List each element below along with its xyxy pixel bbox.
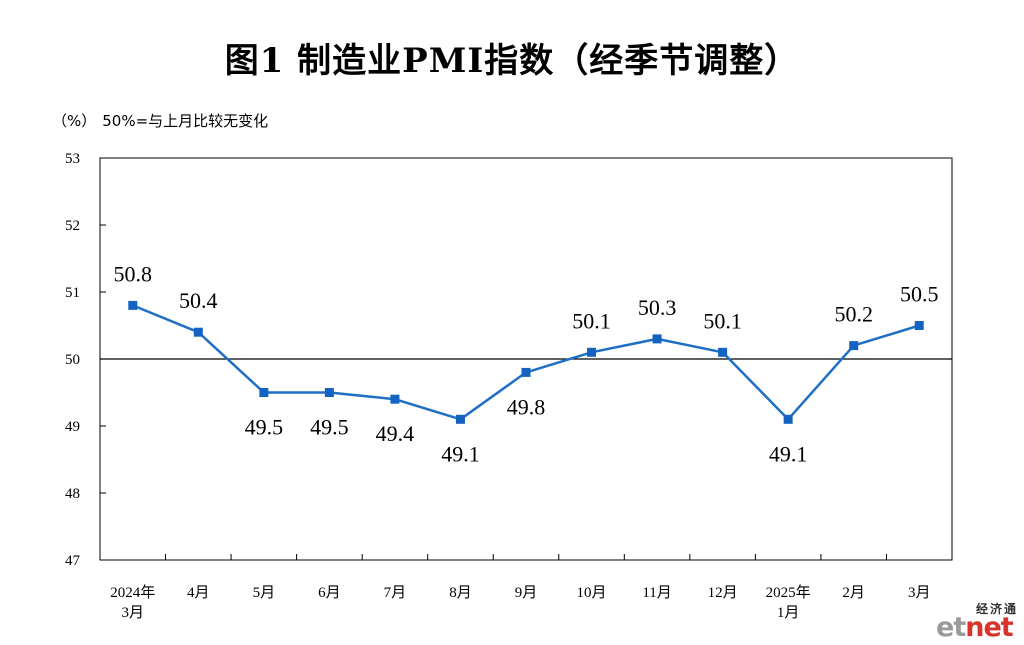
data-label: 50.4 — [179, 288, 218, 313]
reference-note: 50%=与上月比较无变化 — [102, 112, 269, 130]
unit-note: （%） 50%=与上月比较无变化 — [52, 110, 274, 131]
data-point-marker — [324, 388, 334, 397]
x-tick-label-line: 6月 — [318, 585, 341, 601]
data-point-marker — [783, 414, 793, 424]
x-tick-label-line: 10月 — [577, 585, 607, 601]
x-tick-label-line: 8月 — [449, 585, 472, 601]
data-label: 49.5 — [245, 415, 284, 440]
data-label: 49.5 — [310, 415, 349, 440]
x-tick-label-line: 11月 — [642, 585, 671, 601]
data-point-marker — [259, 388, 269, 397]
data-label: 50.1 — [572, 308, 611, 333]
x-tick-label: 4月 — [187, 585, 210, 601]
x-tick-label-line: 2月 — [842, 585, 865, 601]
x-tick-label-line: 5月 — [253, 585, 276, 601]
y-tick-label: 47 — [65, 553, 81, 569]
x-tick-label-line: 1月 — [777, 605, 800, 621]
x-tick-label: 10月 — [577, 585, 607, 601]
x-tick-label: 3月 — [908, 585, 931, 601]
x-tick-label: 5月 — [253, 585, 276, 601]
watermark-cn-text: 经济通 — [975, 602, 1018, 616]
x-tick-label: 8月 — [449, 585, 472, 601]
x-tick-label-line: 12月 — [708, 585, 738, 601]
y-tick-label: 50 — [65, 352, 80, 368]
x-tick-label-line: 7月 — [384, 585, 407, 601]
watermark-logo: etnet — [936, 612, 1014, 643]
y-axis-layer: 47 48 49 50 51 52 53 — [65, 151, 106, 569]
x-tick-label: 11月 — [642, 585, 671, 601]
watermark-logo-part: t — [953, 612, 966, 643]
series-layer — [128, 300, 924, 424]
x-tick-label: 2025年 1月 — [766, 584, 811, 621]
data-label: 49.8 — [507, 394, 546, 419]
data-point-marker — [587, 347, 597, 357]
chart-title: 图1 制造业PMI指数（经季节调整） — [224, 41, 800, 81]
x-tick-label: 2024年 3月 — [110, 584, 155, 621]
x-tick-label: 9月 — [515, 585, 538, 601]
data-label: 49.1 — [769, 441, 808, 466]
data-point-marker — [718, 347, 728, 357]
x-tick-label-line: 3月 — [908, 585, 931, 601]
watermark-logo-part: e — [936, 612, 954, 643]
unit-label: （%） — [52, 112, 97, 130]
data-label-layer: 50.8 50.4 49.5 49.5 49.4 49.1 49.8 50.1 50.3 50.1… — [114, 261, 939, 466]
y-tick-label: 52 — [65, 218, 80, 234]
data-point-marker — [849, 341, 859, 351]
x-tick-label-line: 2024年 — [110, 584, 155, 601]
data-point-marker — [390, 394, 400, 404]
data-label: 49.4 — [376, 421, 415, 446]
etnet-watermark: 经济通 etnet — [936, 600, 1022, 644]
x-tick-label-line: 9月 — [515, 585, 538, 601]
y-tick-label: 53 — [65, 151, 80, 167]
data-label: 50.5 — [900, 282, 939, 307]
x-tick-label: 2月 — [842, 585, 865, 601]
data-label: 49.1 — [441, 441, 480, 466]
data-label: 50.8 — [114, 261, 153, 286]
y-tick-label: 48 — [65, 486, 80, 502]
data-label: 50.1 — [703, 308, 742, 333]
x-tick-label: 7月 — [384, 585, 407, 601]
x-tick-label: 12月 — [708, 585, 738, 601]
x-tick-label-line: 3月 — [122, 605, 145, 621]
data-point-marker — [521, 367, 531, 377]
x-axis-layer: 2024年 3月 4月 5月 6月 7月 8月 9月 10月 11月 12月 2025年 1月 2月 3月 — [110, 554, 930, 621]
x-tick-label: 6月 — [318, 585, 341, 601]
y-tick-label: 51 — [65, 285, 80, 301]
data-label: 50.3 — [638, 295, 677, 320]
data-label: 50.2 — [834, 302, 873, 327]
y-tick-label: 49 — [65, 419, 80, 435]
data-point-marker — [455, 414, 465, 424]
data-point-marker — [193, 327, 203, 337]
x-tick-label-line: 4月 — [187, 585, 210, 601]
watermark-logo-part: net — [965, 612, 1013, 643]
data-point-marker — [128, 300, 138, 310]
data-point-marker — [652, 334, 662, 344]
x-tick-label-line: 2025年 — [766, 584, 811, 601]
data-point-marker — [914, 321, 924, 330]
